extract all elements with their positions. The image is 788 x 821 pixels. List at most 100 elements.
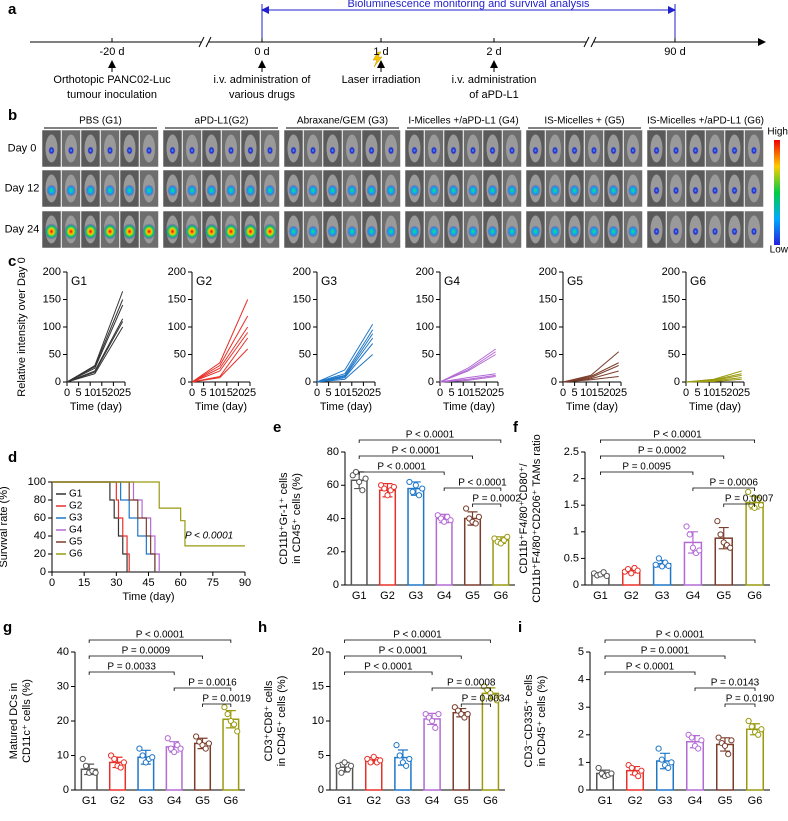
data-point xyxy=(111,755,118,763)
data-point xyxy=(362,475,369,482)
signal xyxy=(44,223,59,240)
signal xyxy=(411,146,418,155)
data-point xyxy=(624,565,632,573)
data-point xyxy=(370,753,377,760)
signal xyxy=(530,184,541,197)
y-tick-label: 50 xyxy=(49,348,61,360)
signal xyxy=(204,223,219,240)
signal xyxy=(653,186,660,195)
y-tick-label: 80 xyxy=(34,494,46,506)
signal xyxy=(245,184,256,197)
y-tick-label: 5 xyxy=(318,749,324,761)
p-value: P = 0.0009 xyxy=(122,646,171,657)
y-axis-label: Relative intensity over Day 0 xyxy=(16,257,28,396)
data-point xyxy=(82,762,90,769)
chart-title: G2 xyxy=(196,274,212,288)
x-tick-label: G2 xyxy=(110,795,125,807)
y-axis-label: in CD45⁺ cells (%) xyxy=(276,676,288,767)
signal xyxy=(290,146,297,155)
chart-title: G5 xyxy=(567,274,583,288)
signal xyxy=(448,184,459,197)
survival-curve xyxy=(52,481,160,572)
x-tick-label: 5 xyxy=(201,387,207,399)
significance-bracket xyxy=(460,703,491,707)
signal xyxy=(589,225,599,238)
x-tick-label: 10 xyxy=(703,387,715,399)
y-tick-label: 100 xyxy=(539,321,557,333)
x-tick-label: 0 xyxy=(560,387,566,399)
data-point xyxy=(377,757,384,764)
significance-bracket xyxy=(88,671,175,675)
signal xyxy=(46,184,57,197)
y-tick-label: 2 xyxy=(573,473,579,485)
panel-label: b xyxy=(8,107,17,124)
series-line xyxy=(66,326,124,383)
data-point xyxy=(79,755,86,763)
data-point xyxy=(381,485,388,492)
p-value: P = 0.0095 xyxy=(622,462,671,473)
x-tick-label: 25 xyxy=(244,387,256,399)
bar xyxy=(435,517,453,586)
signal xyxy=(144,184,154,197)
signal xyxy=(347,184,357,197)
axis-break xyxy=(583,36,590,48)
p-value: P = 0.0002 xyxy=(638,446,687,457)
signal xyxy=(187,184,197,197)
y-tick-label: 200 xyxy=(662,266,680,278)
y-tick-label: 150 xyxy=(662,293,680,305)
signal xyxy=(630,146,636,155)
data-point xyxy=(221,704,228,711)
significance-bracket xyxy=(344,655,462,659)
y-axis-label: CD11b⁺Gr-1⁺ cells xyxy=(278,472,290,565)
data-point xyxy=(149,754,156,761)
signal xyxy=(146,146,152,155)
y-tick-label: 100 xyxy=(28,476,46,488)
chart-title: G3 xyxy=(321,274,337,288)
data-point xyxy=(715,734,722,741)
y-tick-label: 0 xyxy=(578,784,584,796)
data-point xyxy=(230,721,238,728)
panel-label: c xyxy=(8,253,16,270)
data-point xyxy=(755,731,762,738)
signal xyxy=(692,186,699,195)
x-tick-label: G5 xyxy=(454,795,469,807)
series-line xyxy=(191,332,249,383)
signal xyxy=(608,184,619,197)
significance-bracket xyxy=(600,439,755,443)
legend-label: G1 xyxy=(69,489,83,500)
event-label: i.v. administration xyxy=(452,74,537,86)
axis xyxy=(685,272,744,383)
x-tick-label: 20 xyxy=(603,387,615,399)
data-point xyxy=(475,513,482,520)
data-point xyxy=(347,762,355,769)
x-tick-label: G4 xyxy=(425,795,440,807)
y-tick-label: 50 xyxy=(299,348,311,360)
axis-break xyxy=(586,37,594,47)
data-point xyxy=(441,518,448,525)
x-tick-label: 15 xyxy=(346,387,358,399)
significance-bracket xyxy=(344,671,433,675)
data-point xyxy=(447,517,454,524)
data-point xyxy=(686,531,693,538)
y-tick-label: 50 xyxy=(422,348,434,360)
y-tick-label: 50 xyxy=(174,348,186,360)
data-point xyxy=(695,745,702,752)
signal xyxy=(507,184,517,197)
significance-bracket xyxy=(472,503,502,507)
x-tick-label: 5 xyxy=(326,387,332,399)
data-point xyxy=(435,711,442,718)
chart-title: G6 xyxy=(690,274,706,288)
y-tick-label: 0 xyxy=(40,566,46,578)
signal xyxy=(628,184,638,197)
data-point xyxy=(117,764,124,771)
significance-bracket xyxy=(431,687,491,691)
signal xyxy=(366,184,377,197)
signal xyxy=(431,146,437,155)
y-tick-label: 20 xyxy=(57,715,69,727)
x-tick-label: G1 xyxy=(352,590,367,602)
x-axis-label: Time (day) xyxy=(70,401,122,413)
y-tick-label: 150 xyxy=(293,293,311,305)
signal xyxy=(87,146,94,155)
data-point xyxy=(136,745,143,752)
